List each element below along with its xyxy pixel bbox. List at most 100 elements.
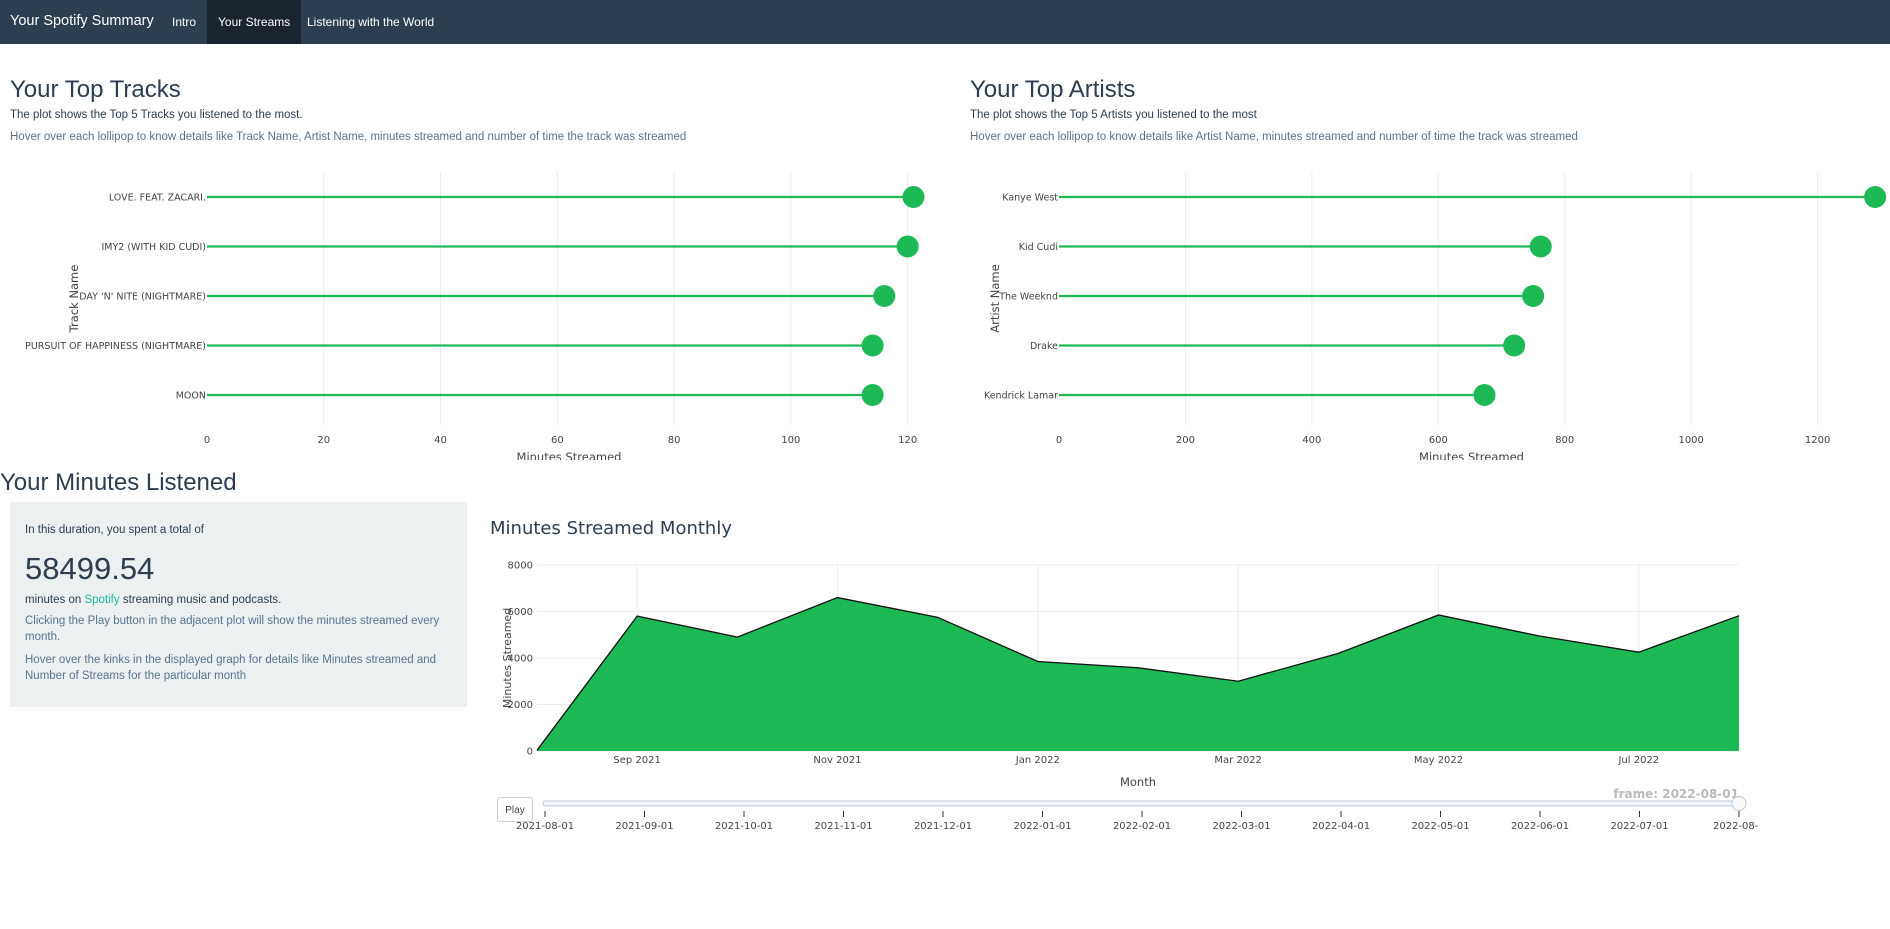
x-tick-label: 1200 — [1805, 435, 1830, 446]
x-tick-label: 0 — [204, 435, 210, 446]
x-tick-label: 600 — [1429, 435, 1448, 446]
lollipop-point — [861, 384, 884, 406]
data-point — [1737, 614, 1741, 618]
x-axis-title: Month — [1120, 775, 1156, 789]
minutes-intro-text: In this duration, you spent a total of — [25, 524, 205, 536]
app-brand[interactable]: Your Spotify Summary — [10, 13, 154, 29]
x-tick-label: 1000 — [1678, 435, 1703, 446]
y-tick-label: 0 — [527, 747, 533, 758]
top-tracks-hint: Hover over each lollipop to know details… — [10, 131, 687, 143]
x-tick-label: Jan 2022 — [1015, 755, 1060, 766]
slider-step-label: 2022-02-01 — [1113, 821, 1171, 832]
x-tick-label: Mar 2022 — [1214, 755, 1262, 766]
slider-step-label: 2021-09-01 — [615, 821, 673, 832]
slider-step-label: 2022-07-01 — [1610, 821, 1668, 832]
area-fill — [537, 597, 1739, 751]
y-tick-label: 6000 — [508, 607, 533, 618]
lollipop-point — [1529, 235, 1552, 258]
y-tick-label: DAY 'N' NITE (NIGHTMARE) — [79, 292, 206, 303]
slider-step-label: 2021-12-01 — [914, 821, 972, 832]
y-tick-label: The Weeknd — [998, 292, 1058, 303]
slider-step-label: 2021-11-01 — [814, 821, 872, 832]
top-artists-lollipop-chart[interactable]: 0 200 400 600 800 1000 1200 Kanye West Kid Cudi T… — [960, 160, 1890, 460]
slider-step-label: 2022-04-01 — [1312, 821, 1370, 832]
data-point — [1437, 613, 1441, 617]
slider-step-label: 2022-06-01 — [1511, 821, 1569, 832]
slider-step-label: 2022-08- — [1713, 821, 1759, 832]
data-point — [1637, 650, 1641, 654]
area-line — [536, 596, 1740, 751]
x-tick-label: 100 — [781, 435, 800, 446]
data-point — [936, 615, 940, 619]
minutes-on-spotify-text: minutes on Spotify streaming music and p… — [25, 594, 281, 606]
slider-step-label: 2022-05-01 — [1411, 821, 1469, 832]
slider-rail — [542, 800, 1743, 807]
x-tick-label: Jul 2022 — [1617, 755, 1659, 766]
lollipop-point — [902, 186, 925, 208]
y-tick-label: LOVE. FEAT. ZACARI. — [109, 193, 206, 204]
lollipop-point — [1864, 186, 1887, 208]
top-tracks-description: The plot shows the Top 5 Tracks you list… — [10, 109, 303, 121]
y-tick-label: 8000 — [508, 561, 533, 572]
x-tick-label: 20 — [317, 435, 330, 446]
lollipop-point — [873, 285, 896, 307]
data-point — [1036, 659, 1040, 663]
tab-your-streams[interactable]: Your Streams — [207, 0, 302, 44]
monthly-chart-title: Minutes Streamed Monthly — [490, 518, 732, 539]
y-tick-label: Kid Cudi — [1019, 242, 1058, 253]
hover-hint-text: Hover over the kinks in the displayed gr… — [25, 654, 437, 682]
data-point — [535, 748, 539, 752]
x-tick-label: 400 — [1302, 435, 1321, 446]
monthly-minutes-area-chart[interactable]: Minutes Streamed Monthly 0 2000 4000 6000 800… — [480, 510, 1890, 855]
lollipop-point — [861, 334, 884, 357]
y-tick-label: Drake — [1030, 341, 1058, 352]
data-point — [735, 635, 739, 639]
top-artists-heading: Your Top Artists — [970, 76, 1136, 103]
y-tick-label: IMY2 (WITH KID CUDI) — [101, 242, 206, 253]
minutes-summary-panel: In this duration, you spent a total of 5… — [10, 502, 467, 707]
frame-label: frame: 2022-08-01 — [1613, 787, 1739, 801]
y-axis-title: Minutes Streamed — [501, 608, 514, 708]
top-artists-description: The plot shows the Top 5 Artists you lis… — [970, 109, 1257, 121]
y-tick-label: Kanye West — [1002, 193, 1058, 204]
tab-intro[interactable]: Intro — [172, 15, 197, 29]
lollipop-point — [1473, 384, 1496, 406]
y-tick-label: PURSUIT OF HAPPINESS (NIGHTMARE) — [25, 341, 206, 352]
x-tick-label: Sep 2021 — [613, 755, 660, 766]
data-point — [1236, 679, 1240, 683]
slider-step-label: 2022-03-01 — [1212, 821, 1270, 832]
lollipop-point — [1522, 285, 1545, 307]
minutes-prefix: minutes on — [25, 594, 85, 606]
spotify-link[interactable]: Spotify — [84, 594, 120, 606]
lollipop-point — [1503, 334, 1526, 357]
lollipop-point — [896, 235, 919, 258]
data-point — [635, 614, 639, 618]
x-tick-label: May 2022 — [1414, 755, 1463, 766]
data-point — [1537, 634, 1541, 638]
x-tick-label: 0 — [1056, 435, 1062, 446]
minutes-listened-heading: Your Minutes Listened — [0, 469, 237, 496]
y-tick-label: 2000 — [508, 700, 533, 711]
x-tick-label: 80 — [668, 435, 681, 446]
slider-step-label: 2021-08-01 — [516, 821, 574, 832]
data-point — [1136, 666, 1140, 670]
y-tick-label: Kendrick Lamar — [984, 391, 1058, 402]
y-tick-label: 4000 — [508, 654, 533, 665]
y-axis-title: Artist Name — [988, 264, 1002, 332]
slider-handle[interactable] — [1731, 796, 1747, 811]
total-minutes-value: 58499.54 — [25, 551, 155, 586]
data-point — [836, 596, 840, 600]
x-tick-label: 60 — [551, 435, 564, 446]
slider-step-label: 2022-01-01 — [1013, 821, 1071, 832]
play-button[interactable]: Play — [497, 797, 533, 822]
play-hint-text: Clicking the Play button in the adjacent… — [25, 615, 440, 643]
y-axis-title: Track Name — [67, 265, 81, 334]
top-tracks-lollipop-chart[interactable]: 0 20 40 60 80 100 120 LOVE. FEAT. ZACARI. IMY2 (… — [0, 160, 960, 460]
data-point — [1336, 651, 1340, 655]
tab-listening-with-the-world[interactable]: Listening with the World — [307, 15, 435, 29]
top-artists-hint: Hover over each lollipop to know details… — [970, 131, 1578, 143]
x-tick-label: Nov 2021 — [813, 755, 861, 766]
x-axis-title: Minutes Streamed — [1419, 450, 1524, 460]
x-axis-title: Minutes Streamed — [517, 450, 622, 460]
x-tick-label: 120 — [898, 435, 917, 446]
